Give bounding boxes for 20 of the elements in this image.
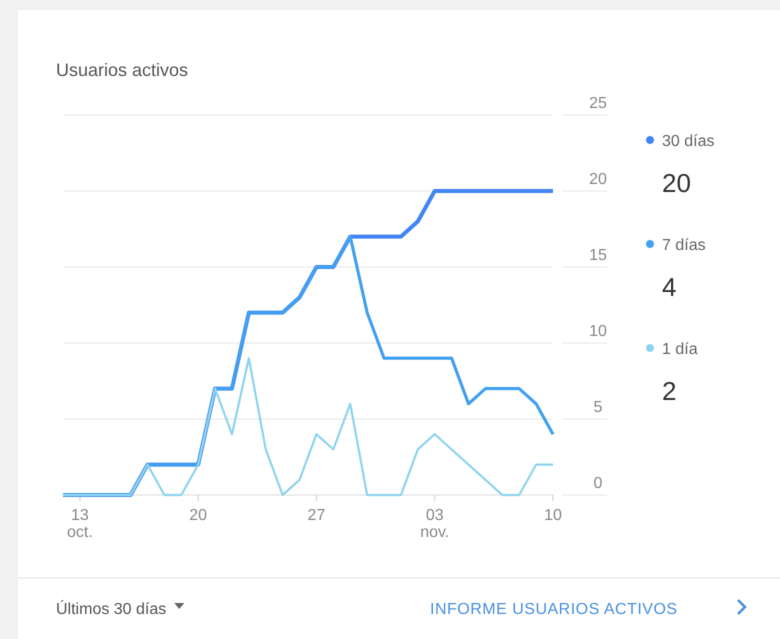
text: Últimos 30 días — [56, 600, 166, 618]
legend-label: 7 días — [662, 237, 706, 254]
chart-title: Usuarios activos — [56, 60, 188, 80]
legend-label: 1 día — [662, 341, 698, 358]
x-tick-label: 03 nov. — [420, 507, 450, 541]
y-tick-label: 0 — [594, 475, 603, 492]
y-tick-label: 5 — [594, 399, 603, 416]
x-tick-label: 13 oct. — [67, 507, 93, 541]
y-tick-label: 10 — [589, 323, 607, 340]
legend-label: 30 días — [662, 133, 714, 150]
text: 4 — [662, 272, 676, 302]
text: 2 — [662, 376, 676, 406]
x-tick-label: 27 — [308, 507, 326, 524]
x-tick-label: 10 — [544, 507, 562, 524]
x-tick-label: 20 — [189, 507, 208, 524]
text: INFORME USUARIOS ACTIVOS — [430, 601, 678, 618]
y-tick-label: 15 — [589, 247, 607, 264]
y-tick-label: 25 — [589, 95, 607, 112]
y-tick-label: 20 — [589, 171, 607, 188]
text: 20 — [662, 168, 691, 198]
